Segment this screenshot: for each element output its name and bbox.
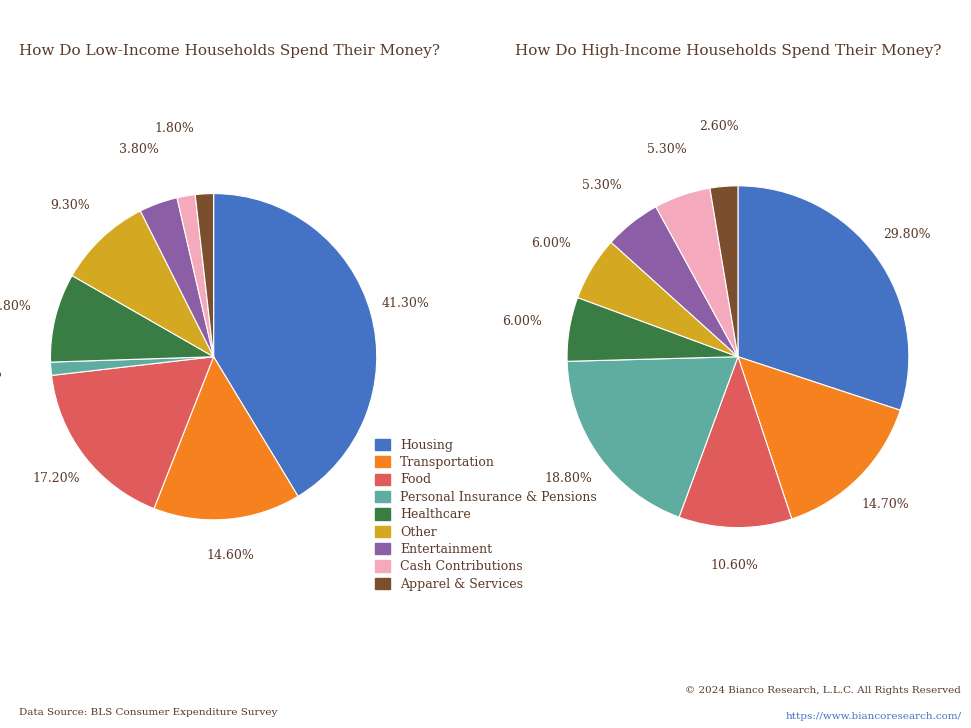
Text: 8.80%: 8.80% bbox=[0, 300, 31, 313]
Wedge shape bbox=[611, 207, 738, 357]
Text: 5.30%: 5.30% bbox=[583, 178, 622, 191]
Text: 10.60%: 10.60% bbox=[711, 558, 758, 571]
Wedge shape bbox=[177, 194, 214, 357]
Text: © 2024 Bianco Research, L.L.C. All Rights Reserved: © 2024 Bianco Research, L.L.C. All Right… bbox=[686, 687, 961, 695]
Text: 6.00%: 6.00% bbox=[531, 237, 571, 250]
Text: 1.80%: 1.80% bbox=[154, 122, 194, 135]
Text: Data Source: BLS Consumer Expenditure Survey: Data Source: BLS Consumer Expenditure Su… bbox=[19, 708, 278, 717]
Text: 17.20%: 17.20% bbox=[32, 472, 80, 485]
Text: 6.00%: 6.00% bbox=[502, 314, 542, 328]
Wedge shape bbox=[141, 198, 214, 357]
Wedge shape bbox=[567, 298, 738, 361]
Wedge shape bbox=[567, 357, 738, 517]
Text: https://www.biancoresearch.com/: https://www.biancoresearch.com/ bbox=[786, 712, 961, 721]
Text: 3.80%: 3.80% bbox=[119, 143, 159, 156]
Wedge shape bbox=[72, 211, 214, 357]
Text: 2.60%: 2.60% bbox=[699, 120, 739, 133]
Text: 18.80%: 18.80% bbox=[545, 472, 592, 485]
Wedge shape bbox=[50, 357, 214, 376]
Wedge shape bbox=[738, 357, 900, 519]
Wedge shape bbox=[154, 357, 298, 520]
Text: 9.30%: 9.30% bbox=[50, 199, 90, 212]
Wedge shape bbox=[51, 357, 214, 509]
Text: How Do Low-Income Households Spend Their Money?: How Do Low-Income Households Spend Their… bbox=[19, 44, 441, 58]
Wedge shape bbox=[710, 186, 738, 357]
Wedge shape bbox=[50, 276, 214, 362]
Text: 1.30%: 1.30% bbox=[0, 368, 3, 380]
Text: How Do High-Income Households Spend Their Money?: How Do High-Income Households Spend Thei… bbox=[515, 44, 941, 58]
Wedge shape bbox=[679, 357, 791, 528]
Wedge shape bbox=[738, 186, 909, 411]
Text: 29.80%: 29.80% bbox=[883, 228, 931, 241]
Wedge shape bbox=[655, 188, 738, 357]
Wedge shape bbox=[195, 194, 214, 357]
Text: 41.30%: 41.30% bbox=[382, 297, 429, 309]
Wedge shape bbox=[214, 194, 377, 496]
Legend: Housing, Transportation, Food, Personal Insurance & Pensions, Healthcare, Other,: Housing, Transportation, Food, Personal … bbox=[375, 439, 597, 590]
Wedge shape bbox=[578, 242, 738, 357]
Text: 14.70%: 14.70% bbox=[861, 497, 910, 510]
Text: 5.30%: 5.30% bbox=[647, 143, 686, 157]
Text: 14.60%: 14.60% bbox=[207, 548, 254, 561]
